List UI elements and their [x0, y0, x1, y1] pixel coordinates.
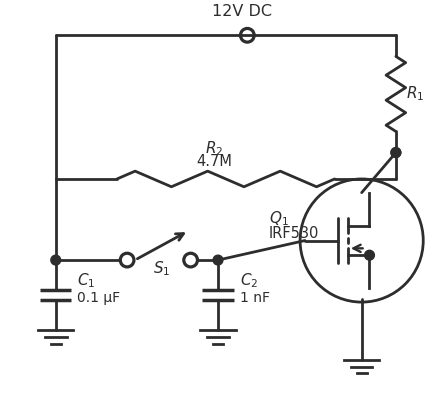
- Circle shape: [51, 255, 61, 265]
- Circle shape: [213, 255, 223, 265]
- Text: $S_1$: $S_1$: [153, 260, 170, 279]
- Text: 4.7M: 4.7M: [196, 154, 232, 169]
- Text: $C_2$: $C_2$: [239, 272, 258, 290]
- Text: $R_2$: $R_2$: [205, 140, 223, 158]
- Text: 0.1 μF: 0.1 μF: [77, 291, 120, 305]
- Text: $C_1$: $C_1$: [77, 272, 95, 290]
- Text: IRF530: IRF530: [269, 226, 319, 240]
- Text: 1 nF: 1 nF: [239, 291, 269, 305]
- Text: $Q_1$: $Q_1$: [269, 209, 289, 228]
- Circle shape: [391, 148, 401, 157]
- Text: 12V DC: 12V DC: [212, 4, 272, 18]
- Circle shape: [364, 250, 375, 260]
- Text: $R_1$: $R_1$: [405, 85, 424, 103]
- Circle shape: [391, 148, 401, 157]
